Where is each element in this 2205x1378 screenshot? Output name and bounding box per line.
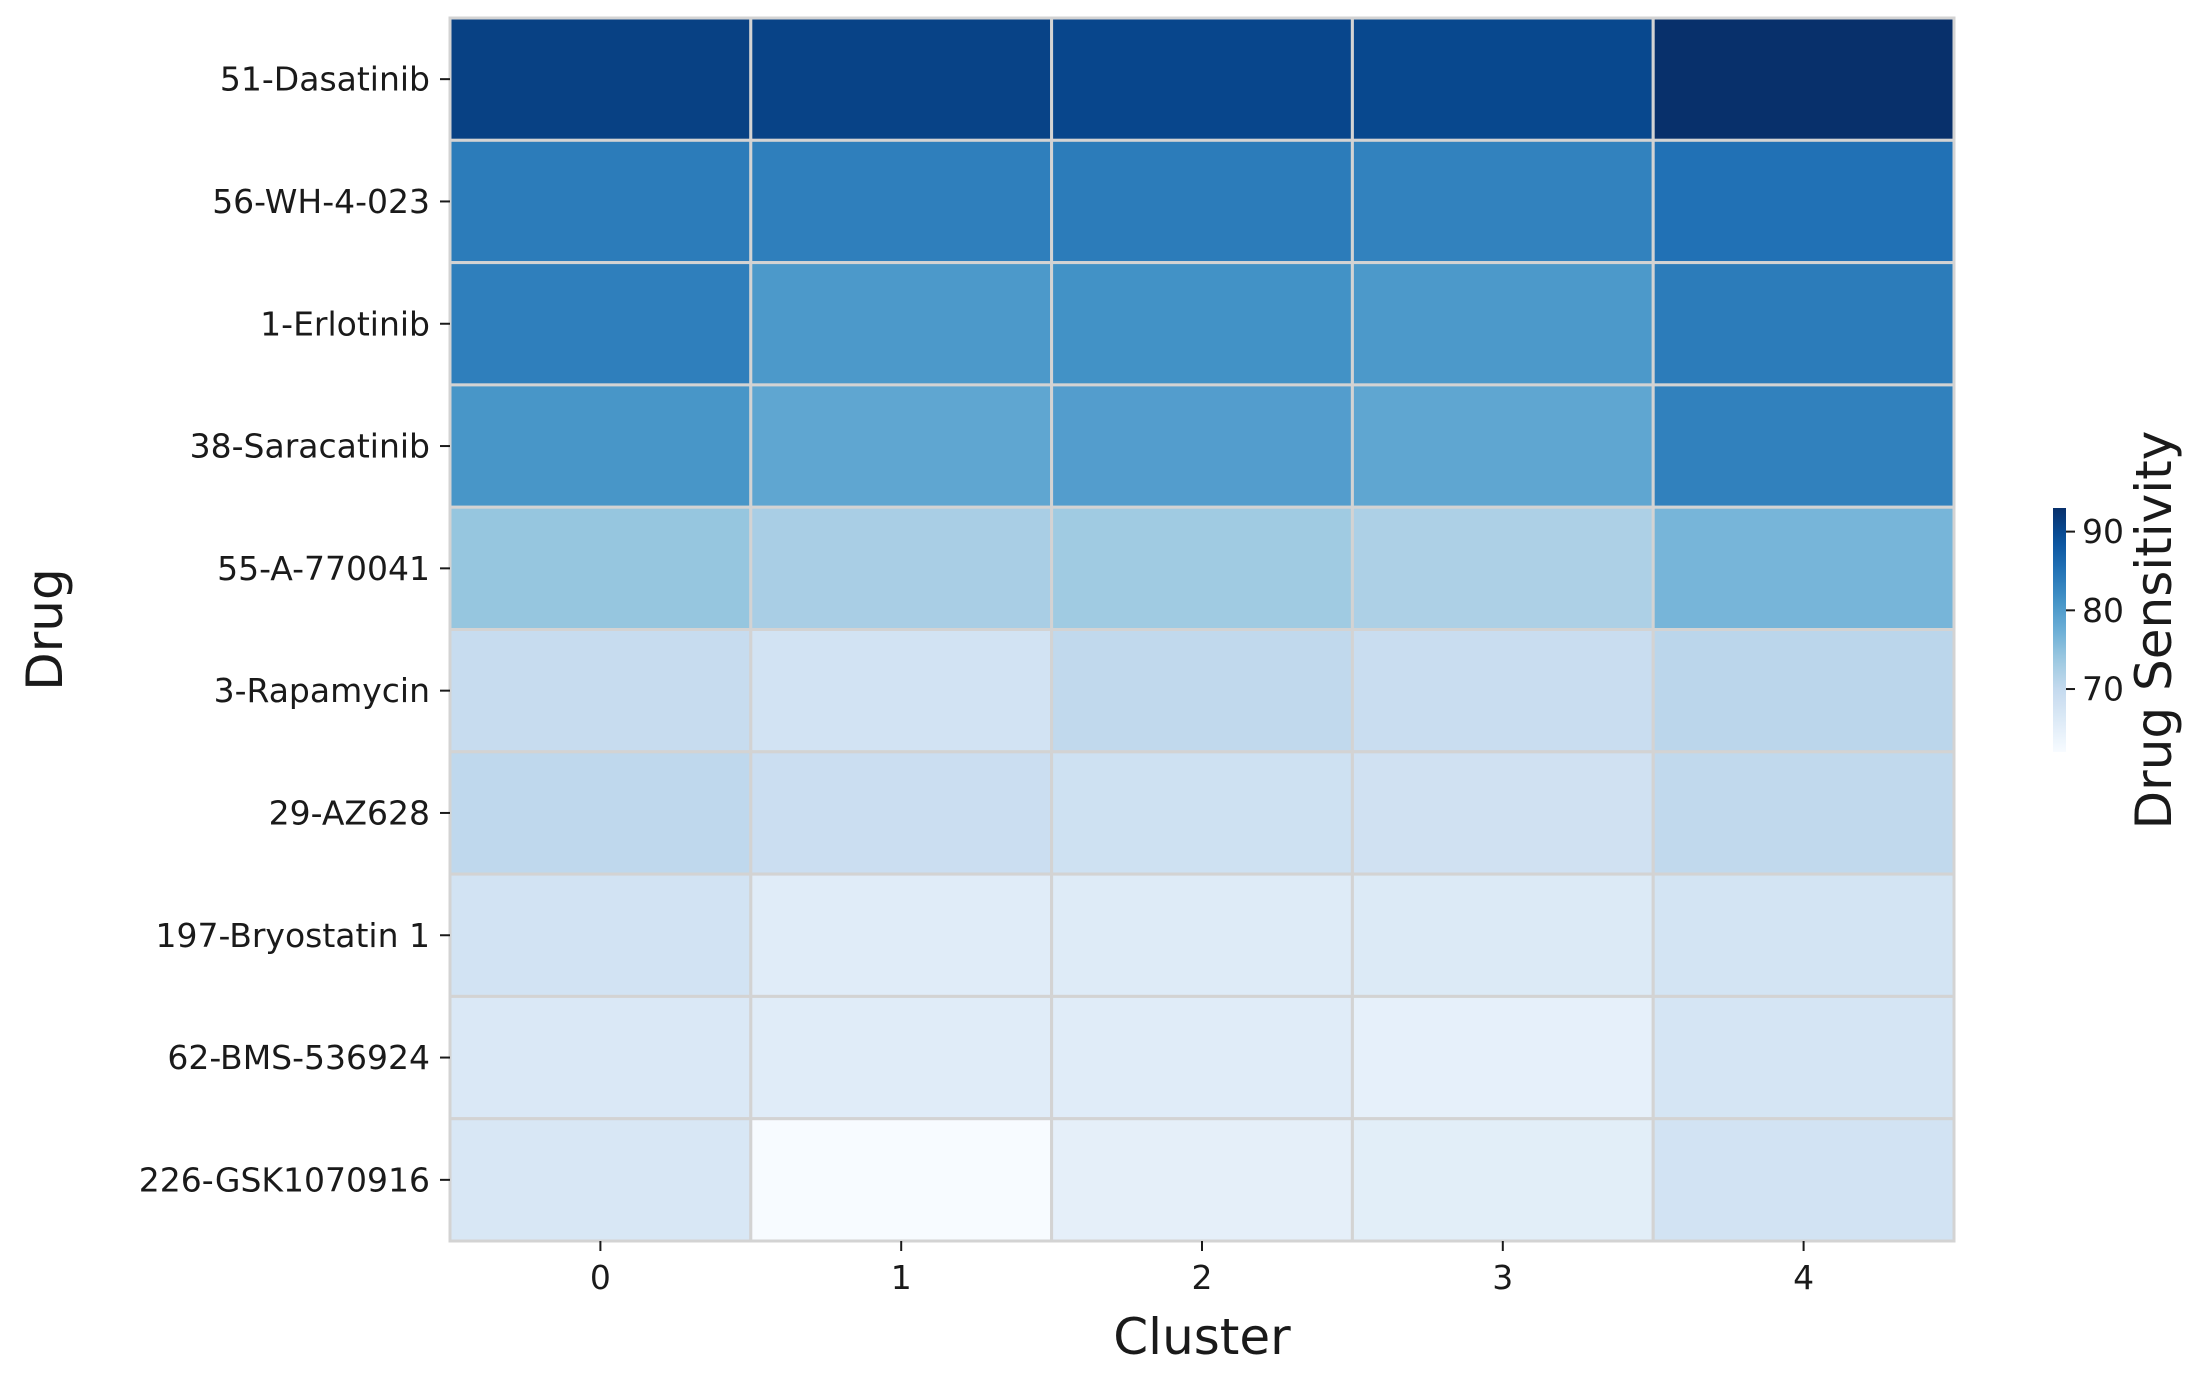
x-tick-label: 0 [590, 1258, 611, 1297]
heatmap-cell [1050, 750, 1354, 876]
heatmap-cell [1350, 628, 1655, 754]
heatmap-cell [749, 1117, 1054, 1243]
y-tick-label: 55-A-770041 [217, 549, 430, 588]
heatmap-cell [1350, 261, 1655, 387]
y-tick-label: 62-BMS-536924 [167, 1038, 430, 1077]
colorbar-tick-label: 70 [2082, 670, 2124, 709]
heatmap-cell [1651, 872, 1956, 998]
colorbar-tick-label: 90 [2082, 512, 2124, 551]
x-tick-label: 4 [1793, 1258, 1814, 1297]
y-tick-label: 197-Bryostatin 1 [155, 916, 430, 955]
heatmap-cell [1651, 261, 1956, 387]
heatmap-cell [448, 628, 753, 754]
heatmap-cell [1050, 994, 1354, 1121]
heatmap-cell [1651, 1117, 1956, 1243]
y-tick-label: 51-Dasatinib [220, 60, 430, 99]
heatmap-cell [1651, 383, 1956, 509]
heatmap-cell [749, 383, 1054, 509]
heatmap-cell [1350, 383, 1655, 509]
heatmap-cell [448, 261, 753, 387]
heatmap-cell [448, 16, 753, 142]
heatmap-cell [1651, 750, 1956, 876]
colorbar-label: Drug Sensitivity [2125, 431, 2183, 830]
heatmap-cell [448, 750, 753, 876]
heatmap-cell [1050, 261, 1354, 387]
heatmap-cell [749, 16, 1054, 142]
heatmap-cell [1651, 994, 1956, 1121]
x-tick-label: 3 [1492, 1258, 1513, 1297]
y-tick-label: 38-Saracatinib [190, 427, 430, 466]
heatmap-cell [448, 1117, 753, 1243]
heatmap-cell [1350, 138, 1655, 265]
heatmap-cell [1651, 138, 1956, 265]
heatmap-cell [1050, 505, 1354, 632]
y-tick-label: 226-GSK1070916 [139, 1160, 430, 1199]
colorbar-ticks: 70 80 90 [2066, 512, 2124, 709]
y-tick-label: 56-WH-4-023 [212, 182, 430, 221]
y-tick-label: 1-Erlotinib [260, 304, 430, 343]
heatmap-cells [448, 16, 1956, 1243]
y-tick-label: 3-Rapamycin [214, 671, 430, 710]
heatmap-cell [1350, 1117, 1655, 1243]
heatmap-cell [1050, 138, 1354, 265]
heatmap-cell [749, 138, 1054, 265]
colorbar-tick-label: 80 [2082, 591, 2124, 630]
heatmap-cell [1651, 505, 1956, 632]
y-tick-label: 29-AZ628 [269, 793, 430, 832]
heatmap-cell [448, 383, 753, 509]
heatmap-cell [448, 994, 753, 1121]
x-axis-ticks: 0 1 2 3 4 [590, 1241, 1814, 1297]
heatmap-cell [749, 750, 1054, 876]
heatmap-cell [1350, 994, 1655, 1121]
heatmap-cell [749, 628, 1054, 754]
heatmap-cell [749, 994, 1054, 1121]
heatmap-cell [749, 872, 1054, 998]
heatmap-cell [1050, 628, 1354, 754]
heatmap-cell [1350, 505, 1655, 632]
y-axis-ticks: 51-Dasatinib 56-WH-4-023 1-Erlotinib 38-Sar… [139, 60, 450, 1199]
heatmap-cell [448, 505, 753, 632]
heatmap-cell [1050, 872, 1354, 998]
heatmap-cell [1651, 628, 1956, 754]
heatmap-cell [1050, 383, 1354, 509]
heatmap-cell [1350, 872, 1655, 998]
colorbar [2053, 508, 2066, 752]
x-tick-label: 1 [891, 1258, 912, 1297]
heatmap-cell [1651, 16, 1956, 142]
heatmap-cell [749, 505, 1054, 632]
x-axis-label: Cluster [1113, 1308, 1291, 1366]
heatmap-cell [1050, 1117, 1354, 1243]
heatmap-cell [1350, 750, 1655, 876]
heatmap-cell [749, 261, 1054, 387]
heatmap-cell [448, 138, 753, 265]
x-tick-label: 2 [1192, 1258, 1213, 1297]
heatmap-cell [1050, 16, 1354, 142]
heatmap-cell [1350, 16, 1655, 142]
heatmap-cell [448, 872, 753, 998]
y-axis-label: Drug [16, 568, 74, 691]
